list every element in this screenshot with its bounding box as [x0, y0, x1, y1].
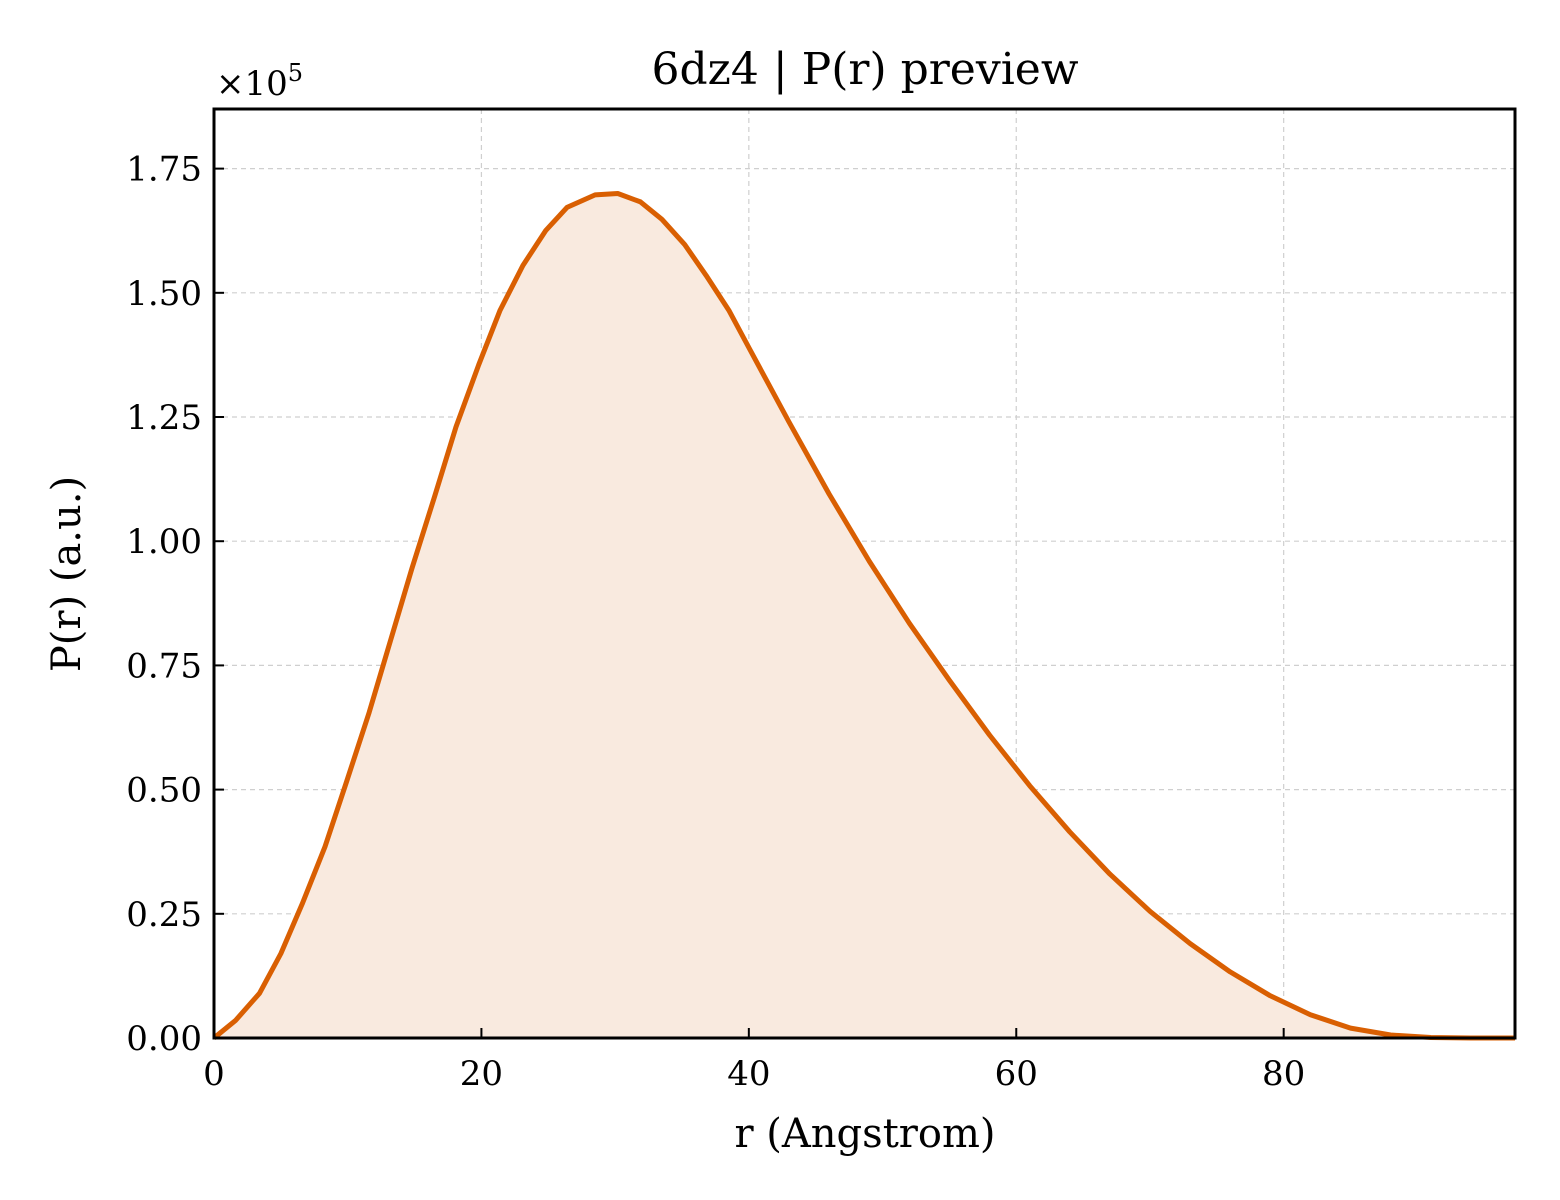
y-axis-label: P(r) (a.u.) [44, 476, 90, 672]
pr-area-fill [214, 193, 1515, 1038]
y-tick-label: 0.50 [126, 771, 202, 811]
y-tick-label: 1.00 [126, 522, 202, 562]
x-tick-label: 0 [203, 1054, 225, 1094]
plot-frame [212, 107, 1517, 1040]
y-tick-label: 0.00 [126, 1019, 202, 1059]
pr-curve-line [212, 191, 1515, 1041]
y-axis: 0.00 0.25 0.50 0.75 1.00 1.25 1.50 1.75 [126, 150, 224, 1059]
y-tick-label: 1.25 [126, 398, 202, 438]
x-tick-label: 40 [727, 1054, 770, 1094]
x-tick-label: 60 [995, 1054, 1038, 1094]
y-offset-exponent: 5 [288, 59, 303, 87]
x-tick-label: 80 [1262, 1054, 1305, 1094]
y-tick-label: 0.75 [126, 646, 202, 686]
x-axis: 0 20 40 60 80 [203, 1028, 1305, 1094]
y-offset-label: ×105 [216, 59, 303, 104]
y-tick-label: 0.25 [126, 895, 202, 935]
x-tick-label: 20 [460, 1054, 503, 1094]
y-tick-label: 1.50 [126, 274, 202, 314]
y-tick-label: 1.75 [126, 150, 202, 190]
chart-title: 6dz4 | P(r) preview [652, 44, 1079, 95]
x-axis-label: r (Angstrom) [734, 1111, 995, 1157]
